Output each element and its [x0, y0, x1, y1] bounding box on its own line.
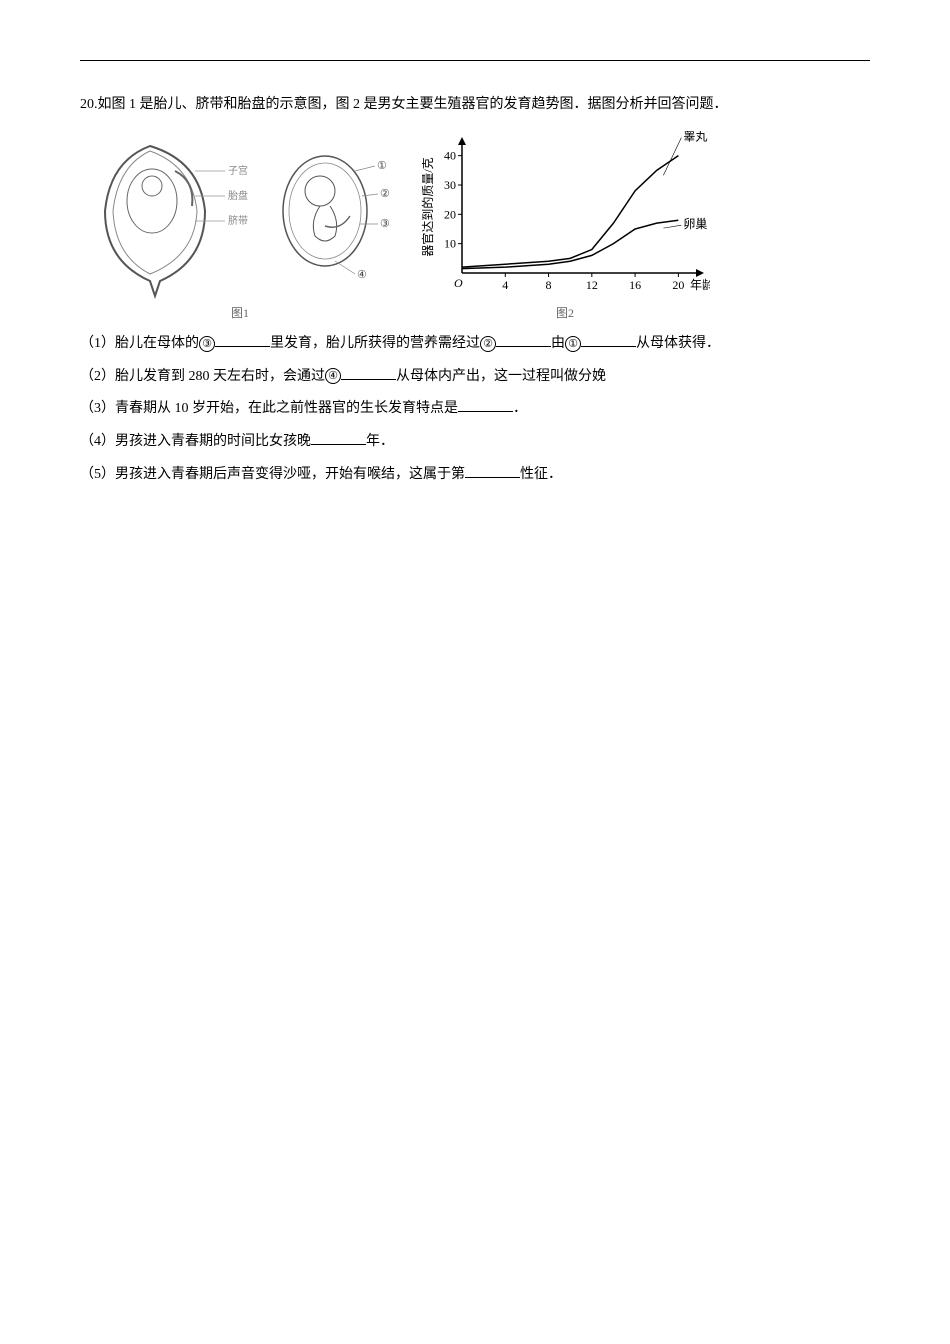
label-cord: 脐带: [228, 214, 248, 227]
circled-4-ref: ④: [325, 368, 341, 384]
svg-text:20: 20: [672, 278, 684, 292]
growth-chart: 器官达到的质量/克 10 20 30 40 4 8 12 16 20 O 年龄/岁 睾丸卵巢: [420, 131, 710, 301]
sub-q1: （1）胎儿在母体的③里发育，胎儿所获得的营养需经过②由①从母体获得．: [80, 329, 870, 360]
circled-4: ④: [357, 269, 367, 281]
svg-text:20: 20: [444, 207, 456, 221]
fetus-diagram: 子宫 胎盘 脐带 ① ②: [90, 131, 390, 301]
svg-text:O: O: [454, 276, 463, 290]
figure-area: 子宫 胎盘 脐带 ① ②: [90, 131, 870, 321]
svg-text:卵巢: 卵巢: [683, 217, 707, 231]
svg-text:8: 8: [546, 278, 552, 292]
blank: [215, 333, 270, 347]
blank: [341, 366, 396, 380]
sub-q5: （5）男孩进入青春期后声音变得沙哑，开始有喉结，这属于第性征．: [80, 460, 870, 491]
circled-2-ref: ②: [480, 336, 496, 352]
fig2-caption: 图2: [556, 304, 574, 321]
label-uterus: 子宫: [228, 164, 248, 177]
svg-text:16: 16: [629, 278, 641, 292]
svg-text:4: 4: [502, 278, 508, 292]
figure-1: 子宫 胎盘 脐带 ① ②: [90, 131, 390, 321]
header-divider: [80, 60, 870, 61]
circled-3: ③: [380, 218, 390, 230]
figure-2: 器官达到的质量/克 10 20 30 40 4 8 12 16 20 O 年龄/岁 睾丸卵巢 图2: [420, 131, 710, 321]
sub-q4: （4）男孩进入青春期的时间比女孩晚年．: [80, 427, 870, 458]
stem-text: 如图 1 是胎儿、脐带和胎盘的示意图，图 2 是男女主要生殖器官的发育趋势图．据…: [98, 97, 728, 112]
circled-2: ②: [380, 188, 390, 200]
svg-text:12: 12: [586, 278, 598, 292]
fig1-caption: 图1: [231, 304, 249, 321]
blank: [496, 333, 551, 347]
svg-text:30: 30: [444, 178, 456, 192]
blank: [465, 464, 520, 478]
circled-3-ref: ③: [199, 336, 215, 352]
sub-q3: （3）青春期从 10 岁开始，在此之前性器官的生长发育特点是．: [80, 394, 870, 425]
blank: [458, 398, 513, 412]
question-block: 20.如图 1 是胎儿、脐带和胎盘的示意图，图 2 是男女主要生殖器官的发育趋势…: [80, 90, 870, 491]
label-placenta: 胎盘: [228, 189, 248, 202]
question-stem: 20.如图 1 是胎儿、脐带和胎盘的示意图，图 2 是男女主要生殖器官的发育趋势…: [80, 90, 870, 121]
svg-text:10: 10: [444, 236, 456, 250]
svg-text:年龄/岁: 年龄/岁: [690, 277, 710, 292]
circled-1: ①: [377, 160, 387, 172]
svg-text:40: 40: [444, 148, 456, 162]
sub-q2: （2）胎儿发育到 280 天左右时，会通过④从母体内产出，这一过程叫做分娩: [80, 362, 870, 393]
svg-text:睾丸: 睾丸: [683, 131, 707, 144]
question-number: 20.: [80, 97, 98, 112]
blank: [311, 431, 366, 445]
sub-questions: （1）胎儿在母体的③里发育，胎儿所获得的营养需经过②由①从母体获得． （2）胎儿…: [80, 329, 870, 491]
svg-text:器官达到的质量/克: 器官达到的质量/克: [420, 157, 435, 256]
blank: [581, 333, 636, 347]
circled-1-ref: ①: [565, 336, 581, 352]
